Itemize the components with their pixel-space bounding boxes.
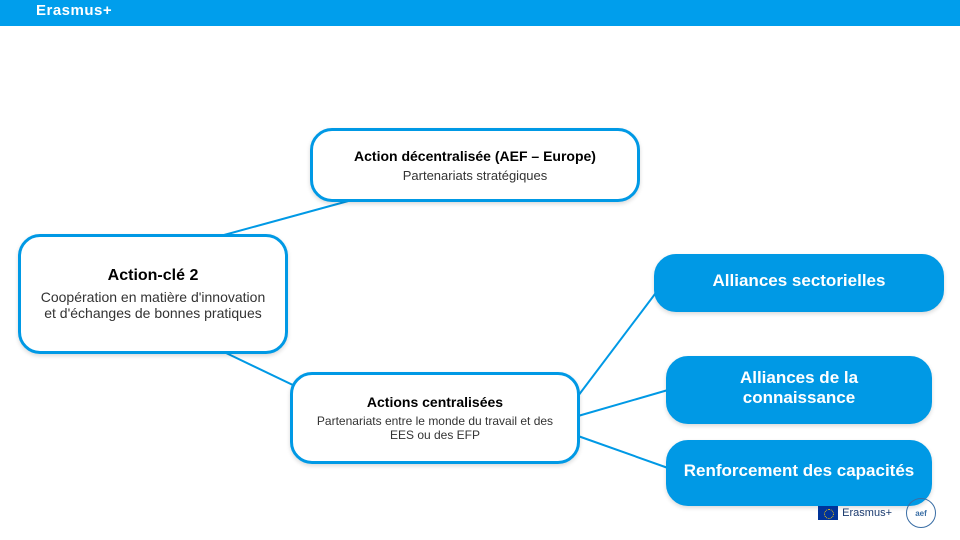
node-center_bottom-title: Actions centralisées (307, 394, 563, 410)
node-right_mid-title: Alliances de la connaissance (683, 368, 915, 408)
node-left: Action-clé 2 Coopération en matière d'inn… (18, 234, 288, 354)
edge-center_bottom-to-right_mid (578, 390, 668, 416)
node-right_top-title: Alliances sectorielles (671, 271, 927, 291)
header-bar (0, 0, 960, 26)
erasmus-logo: Erasmus+ (818, 506, 892, 520)
node-center_bottom: Actions centralisées Partenariats entre l… (290, 372, 580, 464)
edge-left-to-top (224, 200, 352, 235)
edge-center_bottom-to-right_top (578, 290, 658, 396)
node-top-subtitle: Partenariats stratégiques (327, 168, 623, 183)
node-center_bottom-subtitle: Partenariats entre le monde du travail e… (307, 414, 563, 442)
erasmus-logo-label: Erasmus+ (842, 507, 892, 519)
node-right_bot-title: Renforcement des capacités (683, 461, 915, 481)
footer-logos: Erasmus+ aef (818, 498, 936, 528)
node-top: Action décentralisée (AEF – Europe) Parte… (310, 128, 640, 202)
node-top-title: Action décentralisée (AEF – Europe) (327, 148, 623, 164)
header-title: Erasmus+ (36, 2, 112, 19)
node-right_bot: Renforcement des capacités (666, 440, 932, 506)
node-left-title: Action-clé 2 (35, 267, 271, 285)
node-left-subtitle: Coopération en matière d'innovation et d… (35, 289, 271, 321)
node-right_mid: Alliances de la connaissance (666, 356, 932, 424)
aef-logo: aef (906, 498, 936, 528)
eu-flag-icon (818, 506, 838, 520)
aef-logo-label: aef (915, 509, 927, 518)
node-right_top: Alliances sectorielles (654, 254, 944, 312)
edge-center_bottom-to-right_bot (578, 436, 668, 468)
